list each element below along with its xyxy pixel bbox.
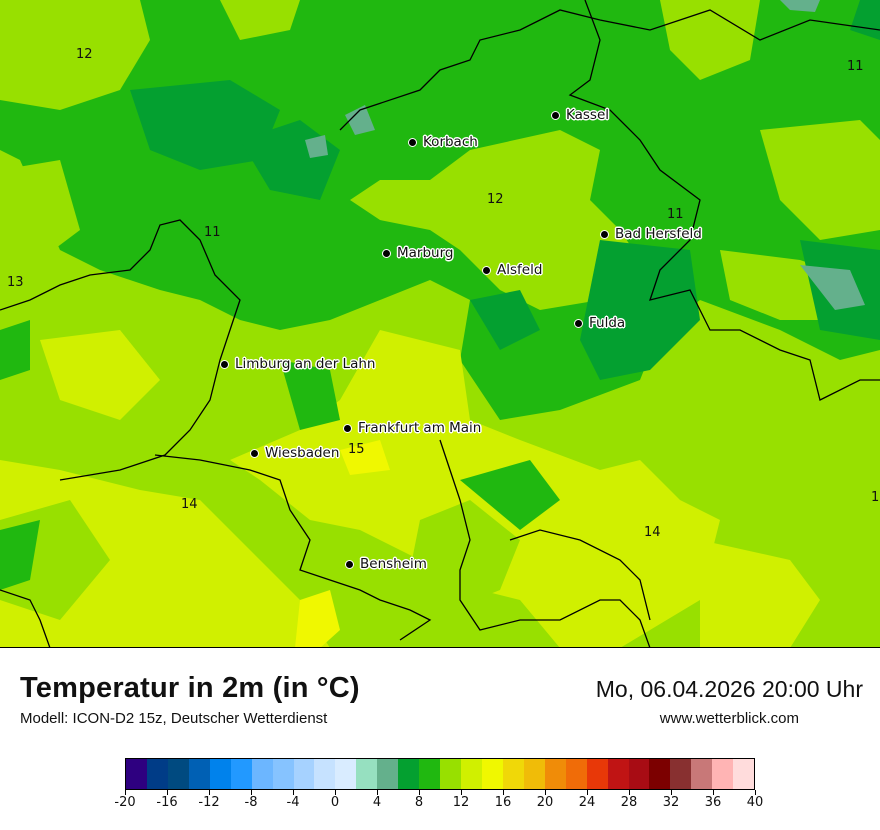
colorbar-tick-label: 32 [662,795,680,810]
isoline-label: 11 [667,207,684,222]
temperature-field [0,0,880,647]
colorbar-segment [126,759,147,789]
city-label: Frankfurt am Main [358,420,482,436]
colorbar-segment [649,759,671,789]
city-marker-kassel: Kassel [551,107,609,123]
colorbar-tick-label: 20 [536,795,554,810]
colorbar-segment [461,759,482,789]
colorbar-tick-label: 24 [578,795,596,810]
city-dot-icon [408,137,417,147]
website-link[interactable]: www.wetterblick.com [659,710,799,727]
city-marker-limburg: Limburg an der Lahn [220,356,375,372]
colorbar-segment [335,759,357,789]
city-marker-bad-hersfeld: Bad Hersfeld [600,226,702,242]
colorbar-segment [293,759,315,789]
city-dot-icon [482,265,491,275]
city-dot-icon [220,359,229,369]
colorbar-tick-label: 36 [704,795,722,810]
colorbar-tick-label: 40 [746,795,764,810]
city-label: Korbach [423,134,478,150]
temperature-colorbar [125,758,755,790]
colorbar-segment [628,759,650,789]
colorbar-segment [565,759,587,789]
city-label: Alsfeld [497,262,543,278]
colorbar-segment [398,759,420,789]
colorbar-segment [377,759,399,789]
colorbar-segment [272,759,294,789]
city-label: Fulda [589,315,626,331]
colorbar-segment [440,759,461,789]
colorbar-tick-label: 16 [494,795,512,810]
temperature-map: 12 11 12 11 11 13 15 14 14 1 Kassel Korb… [0,0,880,648]
map-footer: Temperatur in 2m (in °C) Modell: ICON-D2… [0,648,880,830]
isoline-label: 11 [847,59,864,74]
model-info: Modell: ICON-D2 15z, Deutscher Wetterdie… [20,710,328,727]
city-dot-icon [600,229,609,239]
colorbar-segment [523,759,545,789]
isoline-label: 14 [644,525,661,540]
colorbar-tick-label: -20 [114,795,136,810]
colorbar-segment [670,759,692,789]
city-dot-icon [345,559,354,569]
city-marker-korbach: Korbach [408,134,478,150]
city-dot-icon [250,448,259,458]
colorbar-segment [251,759,273,789]
city-label: Kassel [566,107,610,123]
colorbar-tick-label: 28 [620,795,638,810]
isoline-label: 15 [348,442,365,457]
colorbar-segment [586,759,608,789]
city-label: Bensheim [360,556,427,572]
colorbar-tick-label: 0 [330,795,340,810]
city-marker-fulda: Fulda [574,315,625,331]
city-marker-alsfeld: Alsfeld [482,262,542,278]
colorbar-segment [146,759,168,789]
city-dot-icon [343,423,352,433]
city-marker-frankfurt: Frankfurt am Main [343,420,481,436]
colorbar-tick-label: -12 [198,795,220,810]
colorbar-segment [502,759,524,789]
city-marker-marburg: Marburg [382,245,453,261]
colorbar-segment [209,759,231,789]
colorbar-segment [314,759,336,789]
city-label: Marburg [397,245,454,261]
colorbar-segment [481,759,503,789]
colorbar-segment [230,759,252,789]
colorbar-ticks: -20 -16 -12 -8 -4 0 4 8 12 16 20 24 28 32 36 40 [114,790,763,820]
isoline-label: 12 [487,192,504,207]
city-marker-wiesbaden: Wiesbaden [250,445,339,461]
colorbar-segment [712,759,734,789]
colorbar-segment [188,759,210,789]
colorbar-tick-label: 8 [414,795,424,810]
colorbar-tick-label: 12 [452,795,470,810]
colorbar-tick-label: -8 [244,795,258,810]
colorbar-tick-label: -4 [286,795,300,810]
city-dot-icon [574,318,583,328]
isoline-label: 11 [204,225,221,240]
colorbar-tick-label: 4 [372,795,382,810]
city-marker-bensheim: Bensheim [345,556,427,572]
isoline-label: 12 [76,47,93,62]
colorbar-segment [607,759,629,789]
isoline-label: 13 [7,275,24,290]
colorbar-segment [356,759,378,789]
city-label: Limburg an der Lahn [235,356,376,372]
colorbar-segment [544,759,566,789]
map-title: Temperatur in 2m (in °C) [20,672,360,704]
colorbar-segment [733,759,755,789]
forecast-datetime: Mo, 06.04.2026 20:00 Uhr [595,676,863,702]
city-dot-icon [551,110,560,120]
colorbar-tick-label: -16 [156,795,178,810]
colorbar-segment [167,759,189,789]
colorbar-segment [419,759,441,789]
city-label: Wiesbaden [265,445,340,461]
isoline-label: 14 [181,497,198,512]
colorbar-segment [691,759,713,789]
city-dot-icon [382,248,391,258]
isoline-label: 1 [871,490,880,505]
city-label: Bad Hersfeld [615,226,702,242]
